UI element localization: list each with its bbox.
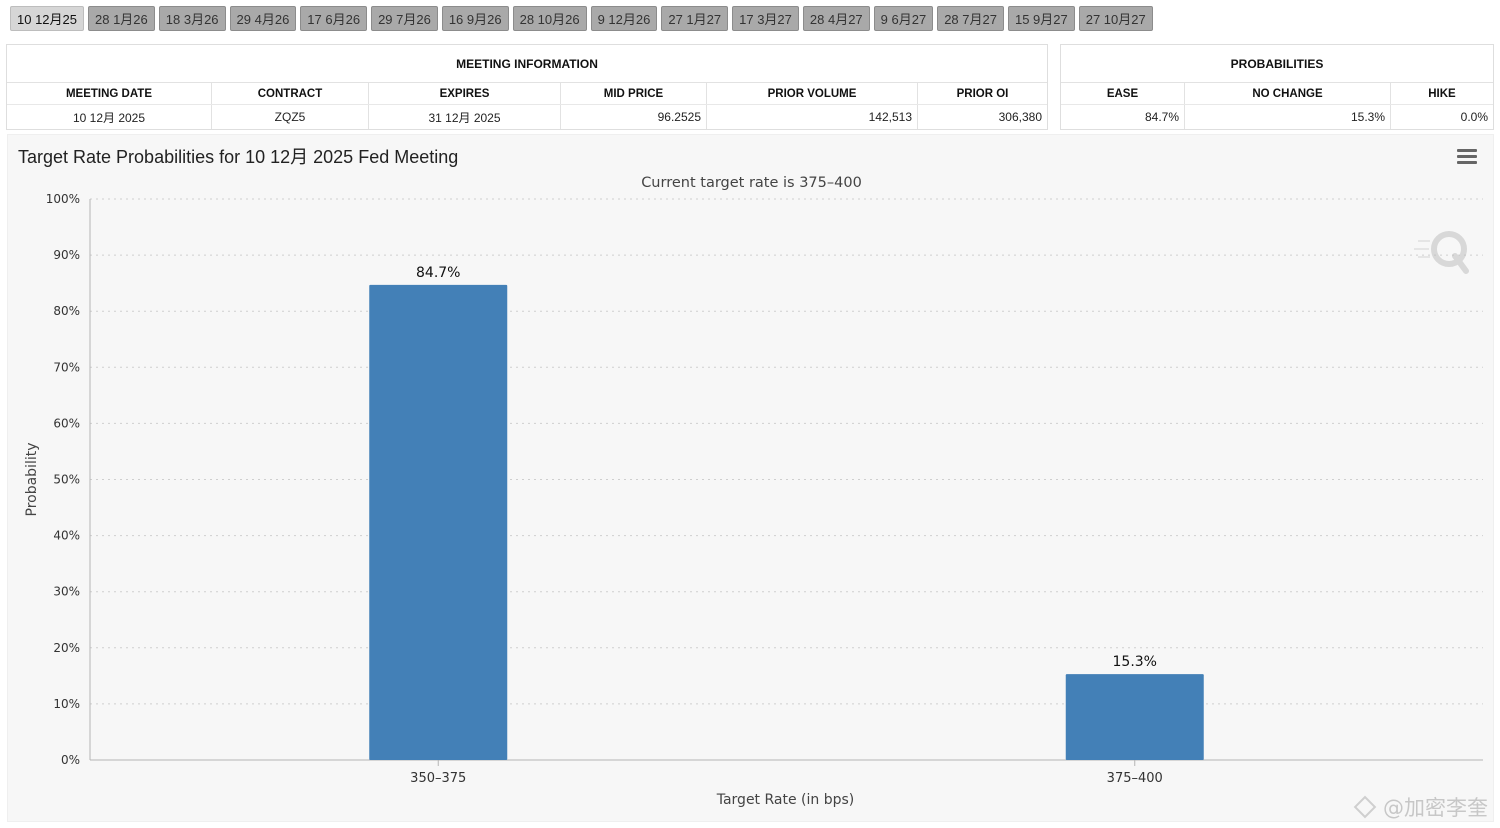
meeting-information-title: MEETING INFORMATION xyxy=(7,45,1047,83)
watermark-text: @加密李奎 xyxy=(1383,796,1488,820)
chart-panel: Target Rate Probabilities for 10 12月 202… xyxy=(7,134,1494,822)
y-tick-label: 50% xyxy=(53,473,80,487)
tab-date[interactable]: 18 3月26 xyxy=(158,6,226,31)
y-tick-label: 90% xyxy=(53,248,80,262)
tab-date[interactable]: 28 1月26 xyxy=(88,6,155,31)
data-label: 15.3% xyxy=(1113,654,1157,670)
watermark: @加密李奎 xyxy=(1353,792,1488,822)
hamburger-menu-icon[interactable] xyxy=(1457,149,1477,165)
table-row: 10 12月 2025 ZQZ5 31 12月 2025 96.2525 142… xyxy=(7,105,1047,129)
y-tick-label: 40% xyxy=(53,529,80,543)
chart-subtitle: Current target rate is 375–400 xyxy=(641,175,862,191)
y-tick-label: 60% xyxy=(53,416,80,430)
header-mid-price: MID PRICE xyxy=(561,83,707,104)
y-tick-label: 20% xyxy=(53,641,80,655)
y-tick-label: 0% xyxy=(61,753,80,767)
prior-oi-value: 306,380 xyxy=(998,110,1042,124)
meeting-information-table: MEETING INFORMATION MEETING DATE CONTRAC… xyxy=(6,44,1048,130)
tab-date[interactable]: 9 12月26 xyxy=(590,6,658,31)
data-label: 84.7% xyxy=(416,265,460,281)
header-meeting-date: MEETING DATE xyxy=(7,83,212,104)
table-row: 84.7% 15.3% 0.0% xyxy=(1061,105,1493,129)
tab-date[interactable]: 16 9月26 xyxy=(441,6,509,31)
y-axis-title: Probability xyxy=(24,442,40,516)
y-tick-label: 80% xyxy=(53,304,80,318)
tab-date[interactable]: 9 6月27 xyxy=(873,6,934,31)
hike-value: 0.0% xyxy=(1460,110,1488,124)
probabilities-header-row: EASE NO CHANGE HIKE xyxy=(1061,83,1493,105)
y-tick-label: 10% xyxy=(53,697,80,711)
header-no-change: NO CHANGE xyxy=(1185,83,1391,104)
bar-chart: 0% 10% 20% 30% 40% 50% 60% 70% 80% 90% 100% 84.7% 35… xyxy=(24,175,1483,808)
bar[interactable] xyxy=(369,284,508,760)
q-logo-icon xyxy=(1414,231,1469,274)
expires-value: 31 12月 2025 xyxy=(369,105,561,129)
header-prior-volume: PRIOR VOLUME xyxy=(707,83,918,104)
diamond-logo-icon xyxy=(1353,795,1377,819)
tab-date[interactable]: 28 10月26 xyxy=(512,6,587,31)
chart-title: Target Rate Probabilities for 10 12月 202… xyxy=(18,147,459,167)
contract-value: ZQZ5 xyxy=(212,105,369,129)
tab-date[interactable]: 28 7月27 xyxy=(937,6,1004,31)
mid-price-value: 96.2525 xyxy=(561,105,707,129)
y-tick-label: 70% xyxy=(53,360,80,374)
header-contract: CONTRACT xyxy=(212,83,369,104)
meeting-date-tabs: 10 12月25 28 1月26 18 3月26 29 4月26 17 6月26 29 7… xyxy=(10,6,1153,31)
ease-value: 84.7% xyxy=(1061,105,1185,129)
meeting-information-header-row: MEETING DATE CONTRACT EXPIRES MID PRICE … xyxy=(7,83,1047,105)
x-axis-title: Target Rate (in bps) xyxy=(716,792,855,808)
header-prior-oi: PRIOR OI xyxy=(956,87,1009,100)
tab-date[interactable]: 10 12月25 xyxy=(10,6,84,31)
x-tick-label: 375–400 xyxy=(1107,771,1163,786)
tab-date[interactable]: 28 4月27 xyxy=(802,6,870,31)
x-tick-label: 350–375 xyxy=(410,771,466,786)
y-tick-label: 100% xyxy=(46,192,80,206)
tab-date[interactable]: 27 1月27 xyxy=(661,6,729,31)
tab-date[interactable]: 17 3月27 xyxy=(732,6,799,31)
no-change-value: 15.3% xyxy=(1185,105,1391,129)
probabilities-table: PROBABILITIES EASE NO CHANGE HIKE 84.7% … xyxy=(1060,44,1494,130)
header-ease: EASE xyxy=(1061,83,1185,104)
tab-date[interactable]: 29 7月26 xyxy=(371,6,438,31)
bar[interactable] xyxy=(1065,674,1204,760)
tab-date[interactable]: 27 10月27 xyxy=(1078,6,1153,31)
tab-date[interactable]: 17 6月26 xyxy=(300,6,368,31)
tab-date[interactable]: 15 9月27 xyxy=(1007,6,1075,31)
header-expires: EXPIRES xyxy=(369,83,561,104)
probabilities-title: PROBABILITIES xyxy=(1061,45,1493,83)
tab-date[interactable]: 29 4月26 xyxy=(229,6,297,31)
prior-volume-value: 142,513 xyxy=(707,105,918,129)
header-hike: HIKE xyxy=(1428,87,1456,100)
y-tick-label: 30% xyxy=(53,585,80,599)
meeting-date-value: 10 12月 2025 xyxy=(7,105,212,129)
